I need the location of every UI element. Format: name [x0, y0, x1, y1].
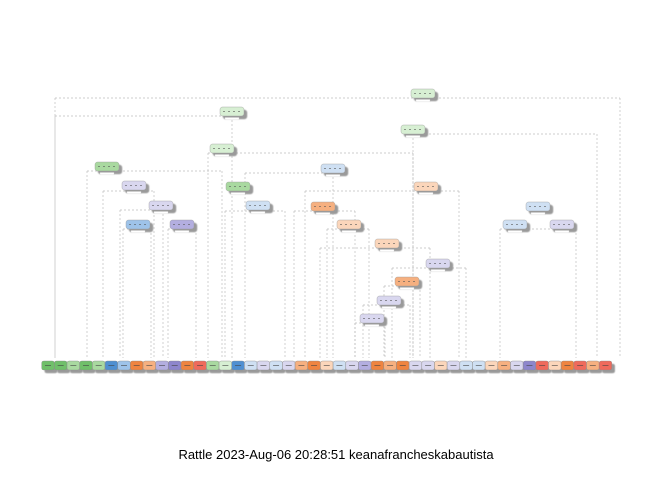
tree-node: [525, 201, 551, 216]
tree-leaf: [560, 360, 574, 371]
tree-leaf: [408, 360, 422, 371]
tree-leaf: [79, 360, 93, 371]
tree-node: [410, 88, 436, 103]
tree-leaf: [142, 360, 156, 371]
tree-leaf: [446, 360, 460, 371]
tree-leaf: [484, 360, 498, 371]
tree-node: [425, 258, 451, 273]
tree-node: [320, 163, 346, 178]
tree-leaf: [206, 360, 220, 371]
tree-leaf: [396, 360, 410, 371]
tree-leaf: [472, 360, 486, 371]
tree-leaf: [598, 360, 612, 371]
tree-leaf: [294, 360, 308, 371]
tree-leaf: [370, 360, 384, 371]
tree-leaf: [54, 360, 68, 371]
tree-leaf: [256, 360, 270, 371]
tree-node: [121, 180, 147, 195]
tree-node: [169, 219, 195, 234]
caption: Rattle 2023-Aug-06 20:28:51 keanafranche…: [178, 447, 494, 462]
tree-leaf: [522, 360, 536, 371]
tree-leaf: [383, 360, 397, 371]
tree-node: [359, 313, 385, 328]
tree-nodes: [94, 88, 575, 328]
tree-leaf: [180, 360, 194, 371]
tree-node: [549, 219, 575, 234]
tree-leaf: [345, 360, 359, 371]
tree-node: [225, 181, 251, 196]
tree-leaf: [282, 360, 296, 371]
tree-leaf: [421, 360, 435, 371]
tree-node: [400, 124, 426, 139]
tree-leaf: [218, 360, 232, 371]
tree-node: [336, 219, 362, 234]
tree-leaf: [434, 360, 448, 371]
tree-leaves: [41, 360, 612, 371]
tree-node: [94, 161, 120, 176]
tree-leaf: [41, 360, 55, 371]
tree-node: [209, 143, 235, 158]
tree-leaf: [332, 360, 346, 371]
tree-leaf: [130, 360, 144, 371]
tree-leaf: [535, 360, 549, 371]
tree-node: [413, 181, 439, 196]
tree-leaf: [155, 360, 169, 371]
tree-node: [374, 238, 400, 253]
tree-leaf: [117, 360, 131, 371]
tree-leaf: [104, 360, 118, 371]
tree-leaf: [320, 360, 334, 371]
tree-node: [219, 106, 245, 121]
tree-node: [502, 219, 528, 234]
tree-node: [125, 219, 151, 234]
tree-node: [394, 276, 420, 291]
tree-leaf: [573, 360, 587, 371]
tree-leaf: [358, 360, 372, 371]
tree-node: [245, 200, 271, 215]
tree-leaf: [510, 360, 524, 371]
tree-leaf: [548, 360, 562, 371]
tree-leaf: [307, 360, 321, 371]
tree-edges: [54, 97, 621, 358]
tree-leaf: [193, 360, 207, 371]
tree-leaf: [92, 360, 106, 371]
tree-leaf: [269, 360, 283, 371]
tree-node: [148, 200, 174, 215]
tree-node: [376, 295, 402, 310]
tree-leaf: [231, 360, 245, 371]
tree-leaf: [459, 360, 473, 371]
tree-leaf: [586, 360, 600, 371]
tree-leaf: [66, 360, 80, 371]
tree-leaf: [244, 360, 258, 371]
tree-leaf: [168, 360, 182, 371]
tree-leaf: [497, 360, 511, 371]
tree-node: [310, 201, 336, 216]
